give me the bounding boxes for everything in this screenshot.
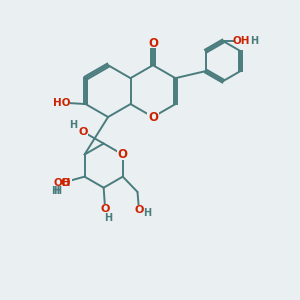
Bar: [103, 214, 113, 222]
Bar: [147, 112, 159, 122]
Bar: [50, 187, 60, 196]
Text: O: O: [118, 148, 128, 161]
Text: O: O: [148, 110, 158, 124]
Bar: [147, 38, 158, 48]
Bar: [68, 121, 77, 129]
Text: HO: HO: [53, 98, 70, 108]
Text: O: O: [148, 37, 158, 50]
Text: OH: OH: [233, 36, 250, 46]
Text: OH: OH: [53, 178, 70, 188]
Bar: [60, 178, 70, 187]
Bar: [52, 98, 70, 108]
Bar: [250, 36, 259, 46]
Text: H: H: [51, 186, 59, 197]
Text: H: H: [69, 120, 77, 130]
Text: H: H: [53, 186, 62, 196]
Text: H: H: [104, 213, 112, 223]
Text: O: O: [78, 127, 88, 137]
Bar: [55, 178, 72, 188]
Bar: [100, 204, 110, 214]
Bar: [134, 205, 144, 214]
Text: H: H: [250, 36, 259, 46]
Text: O: O: [134, 205, 144, 214]
Bar: [78, 127, 88, 136]
Text: O: O: [100, 204, 110, 214]
Bar: [142, 208, 152, 217]
Bar: [51, 187, 61, 195]
Bar: [233, 36, 250, 46]
Bar: [117, 150, 129, 160]
Text: H: H: [143, 208, 151, 218]
Text: O: O: [60, 178, 70, 188]
